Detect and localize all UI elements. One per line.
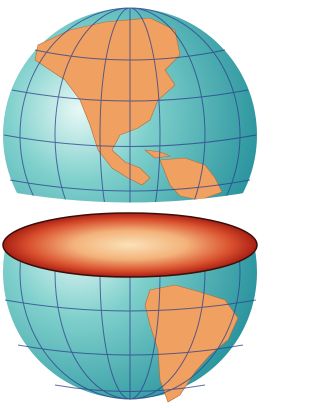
split-earth-illustration [0,0,261,408]
interior-cross-section [3,213,257,277]
page [0,0,261,408]
